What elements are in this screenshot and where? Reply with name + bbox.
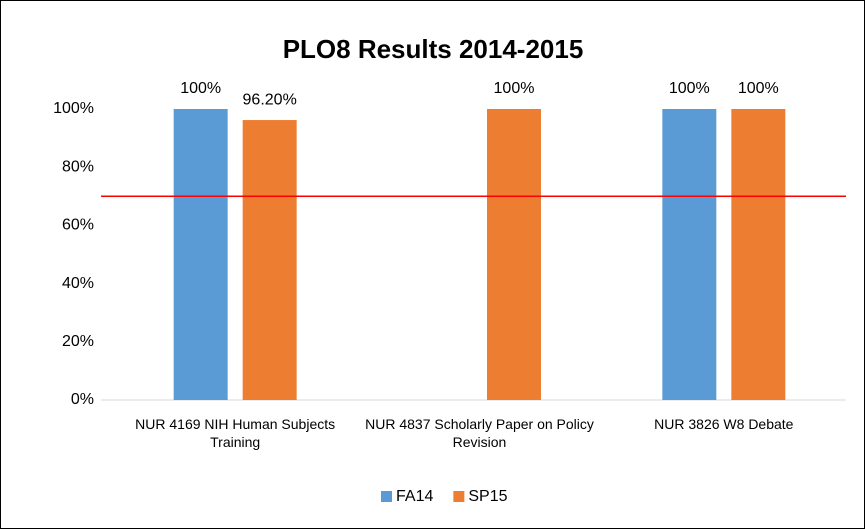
data-label: 96.20% xyxy=(243,91,297,108)
bar xyxy=(173,109,228,400)
data-label: 100% xyxy=(738,80,779,97)
legend-swatch xyxy=(453,491,465,502)
bar xyxy=(242,120,297,401)
data-label: 100% xyxy=(180,80,221,97)
y-tick-label: 80% xyxy=(62,158,94,175)
legend-label: FA14 xyxy=(396,488,433,505)
x-tick-label: NUR 4169 NIH Human Subjects Training xyxy=(135,416,336,450)
x-tick-label: NUR 3826 W8 Debate xyxy=(654,416,794,432)
bar xyxy=(731,109,786,400)
data-label: 100% xyxy=(494,80,535,97)
bar xyxy=(487,109,541,400)
y-tick-label: 20% xyxy=(62,333,94,350)
bar xyxy=(662,109,717,400)
legend-swatch xyxy=(381,491,392,502)
legend-label: SP15 xyxy=(468,488,507,505)
y-tick-label: 40% xyxy=(62,275,94,292)
x-tick-label: NUR 4837 Scholarly Paper on Policy Revis… xyxy=(365,416,594,450)
y-tick-label: 60% xyxy=(62,217,94,234)
y-tick-label: 100% xyxy=(53,100,94,117)
y-tick-label: 0% xyxy=(71,391,94,408)
chart-title: PLO8 Results 2014-2015 xyxy=(283,34,584,64)
data-label: 100% xyxy=(669,80,710,97)
